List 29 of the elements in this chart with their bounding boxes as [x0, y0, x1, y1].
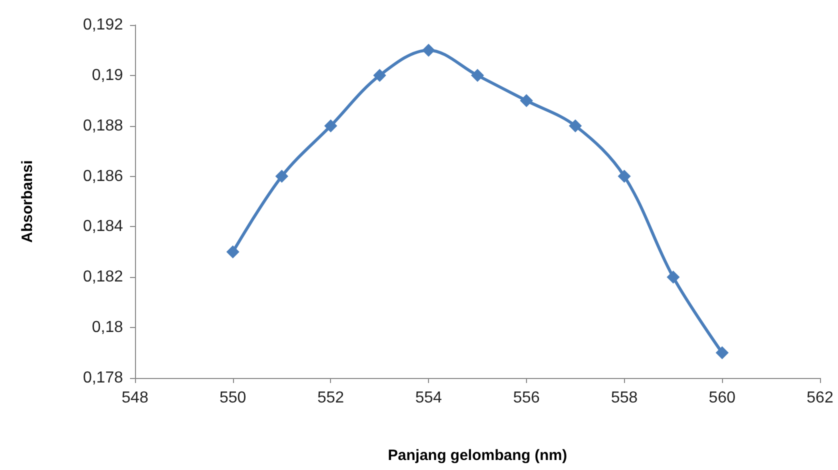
x-tick-label: 552	[317, 390, 344, 406]
y-tick-label: 0,178	[82, 370, 124, 386]
x-tick-label: 558	[610, 390, 638, 406]
x-tick-label: 560	[708, 390, 736, 406]
y-axis-title: Absorbansi	[19, 160, 36, 243]
x-tick-label: 548	[122, 390, 148, 406]
y-tick-label: 0,18	[92, 319, 124, 336]
y-tick-label: 0,186	[82, 168, 124, 185]
y-tick-label: 0,19	[92, 66, 124, 84]
y-tick-label: 0,188	[82, 117, 124, 134]
point	[520, 94, 533, 108]
point	[226, 245, 240, 258]
x-tick-label: 562	[806, 390, 834, 406]
point	[568, 119, 582, 132]
point	[618, 170, 631, 183]
x-tick-label: 550	[220, 390, 246, 406]
x-axis-title: Panjang gelombang (nm)	[388, 447, 568, 464]
y-tick-label: 0,184	[82, 218, 124, 236]
point	[275, 170, 288, 183]
y-tick-label: 0,192	[82, 16, 124, 34]
point	[716, 346, 729, 360]
point	[666, 270, 680, 284]
point	[471, 68, 484, 82]
point	[324, 119, 338, 132]
x-tick-label: 556	[513, 390, 540, 406]
y-tick-label: 0,182	[82, 268, 124, 286]
point	[373, 68, 386, 82]
point	[422, 44, 436, 57]
x-tick-label: 554	[415, 390, 442, 406]
